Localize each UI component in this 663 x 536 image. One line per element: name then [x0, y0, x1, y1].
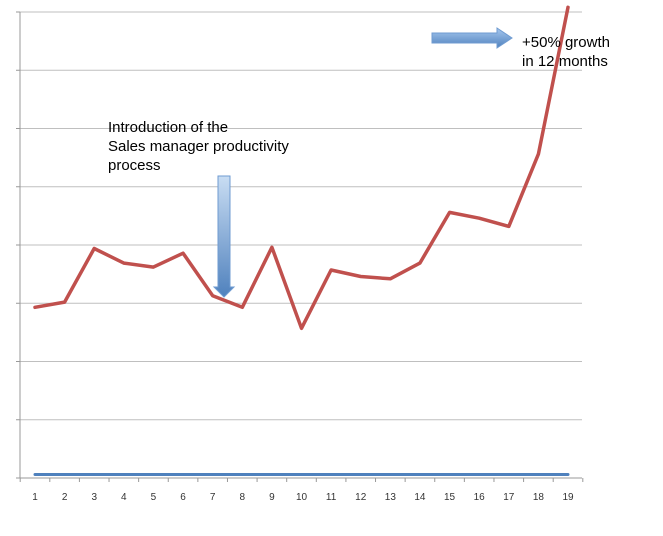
data-point	[93, 247, 95, 249]
data-point	[449, 474, 451, 476]
x-tick-label: 10	[296, 492, 308, 503]
annotation-introduction: Introduction of the Sales manager produc…	[108, 118, 289, 175]
x-tick-label: 16	[474, 492, 486, 503]
data-point	[212, 295, 214, 297]
x-tick-label: 5	[151, 492, 157, 503]
data-point	[360, 474, 362, 476]
annotation-growth-line-2: in 12 months	[522, 53, 608, 70]
axes	[16, 11, 584, 482]
data-point	[478, 217, 480, 219]
x-tick-label: 8	[239, 492, 245, 503]
data-point	[241, 306, 243, 308]
data-point	[508, 474, 510, 476]
data-point	[478, 474, 480, 476]
annotation-arrows	[212, 27, 513, 298]
x-tick-label: 11	[326, 492, 337, 503]
data-point	[123, 474, 125, 476]
x-tick-label: 7	[210, 492, 216, 503]
x-tick-labels: 1 2 3 4 5 6 7 8 9 10 11 12 13 14 15 16 17 18 19	[32, 492, 574, 503]
data-point	[152, 266, 154, 268]
annotation-introduction-line-1: Introduction of the	[108, 119, 229, 136]
data-point	[64, 301, 66, 303]
data-point	[508, 225, 510, 227]
right-arrow-icon	[431, 27, 513, 49]
data-point	[64, 474, 66, 476]
grid-lines	[20, 11, 582, 421]
data-point	[301, 327, 302, 329]
data-point	[301, 474, 302, 476]
down-arrow-icon	[212, 175, 236, 298]
x-tick-label: 19	[562, 492, 574, 503]
data-point	[123, 262, 125, 264]
x-tick-label: 14	[414, 492, 426, 503]
data-point	[567, 474, 569, 476]
data-point	[449, 211, 451, 213]
data-point	[360, 275, 362, 277]
data-point	[182, 474, 184, 476]
series-lines	[33, 5, 570, 476]
data-point	[241, 474, 243, 476]
annotation-growth-line-1: +50% growth	[522, 34, 610, 51]
x-tick-label: 1	[32, 492, 38, 503]
data-point	[389, 474, 391, 476]
x-tick-label: 3	[91, 492, 97, 503]
data-point	[330, 269, 332, 271]
data-point	[212, 474, 214, 476]
x-tick-label: 4	[121, 492, 127, 503]
x-tick-label: 15	[444, 492, 456, 503]
annotation-growth: +50% growth in 12 months	[522, 33, 610, 71]
x-tick-label: 18	[533, 492, 545, 503]
data-point	[567, 6, 569, 8]
x-tick-label: 17	[503, 492, 515, 503]
annotation-introduction-line-2: Sales manager productivity	[108, 138, 289, 155]
x-tick-label: 6	[180, 492, 186, 503]
data-point	[537, 153, 539, 155]
x-tick-label: 9	[269, 492, 275, 503]
data-point	[389, 278, 391, 280]
data-point	[93, 474, 95, 476]
data-point	[182, 252, 184, 254]
data-point	[152, 474, 154, 476]
data-point	[271, 246, 273, 248]
data-point	[537, 474, 539, 476]
x-tick-label: 13	[385, 492, 397, 503]
annotation-introduction-line-3: process	[108, 157, 161, 174]
x-tick-label: 2	[62, 492, 68, 503]
data-point	[34, 306, 36, 308]
data-point	[271, 474, 273, 476]
data-point	[419, 474, 421, 476]
x-tick-label: 12	[355, 492, 367, 503]
data-point	[34, 474, 36, 476]
data-point	[419, 262, 421, 264]
data-point	[330, 474, 332, 476]
